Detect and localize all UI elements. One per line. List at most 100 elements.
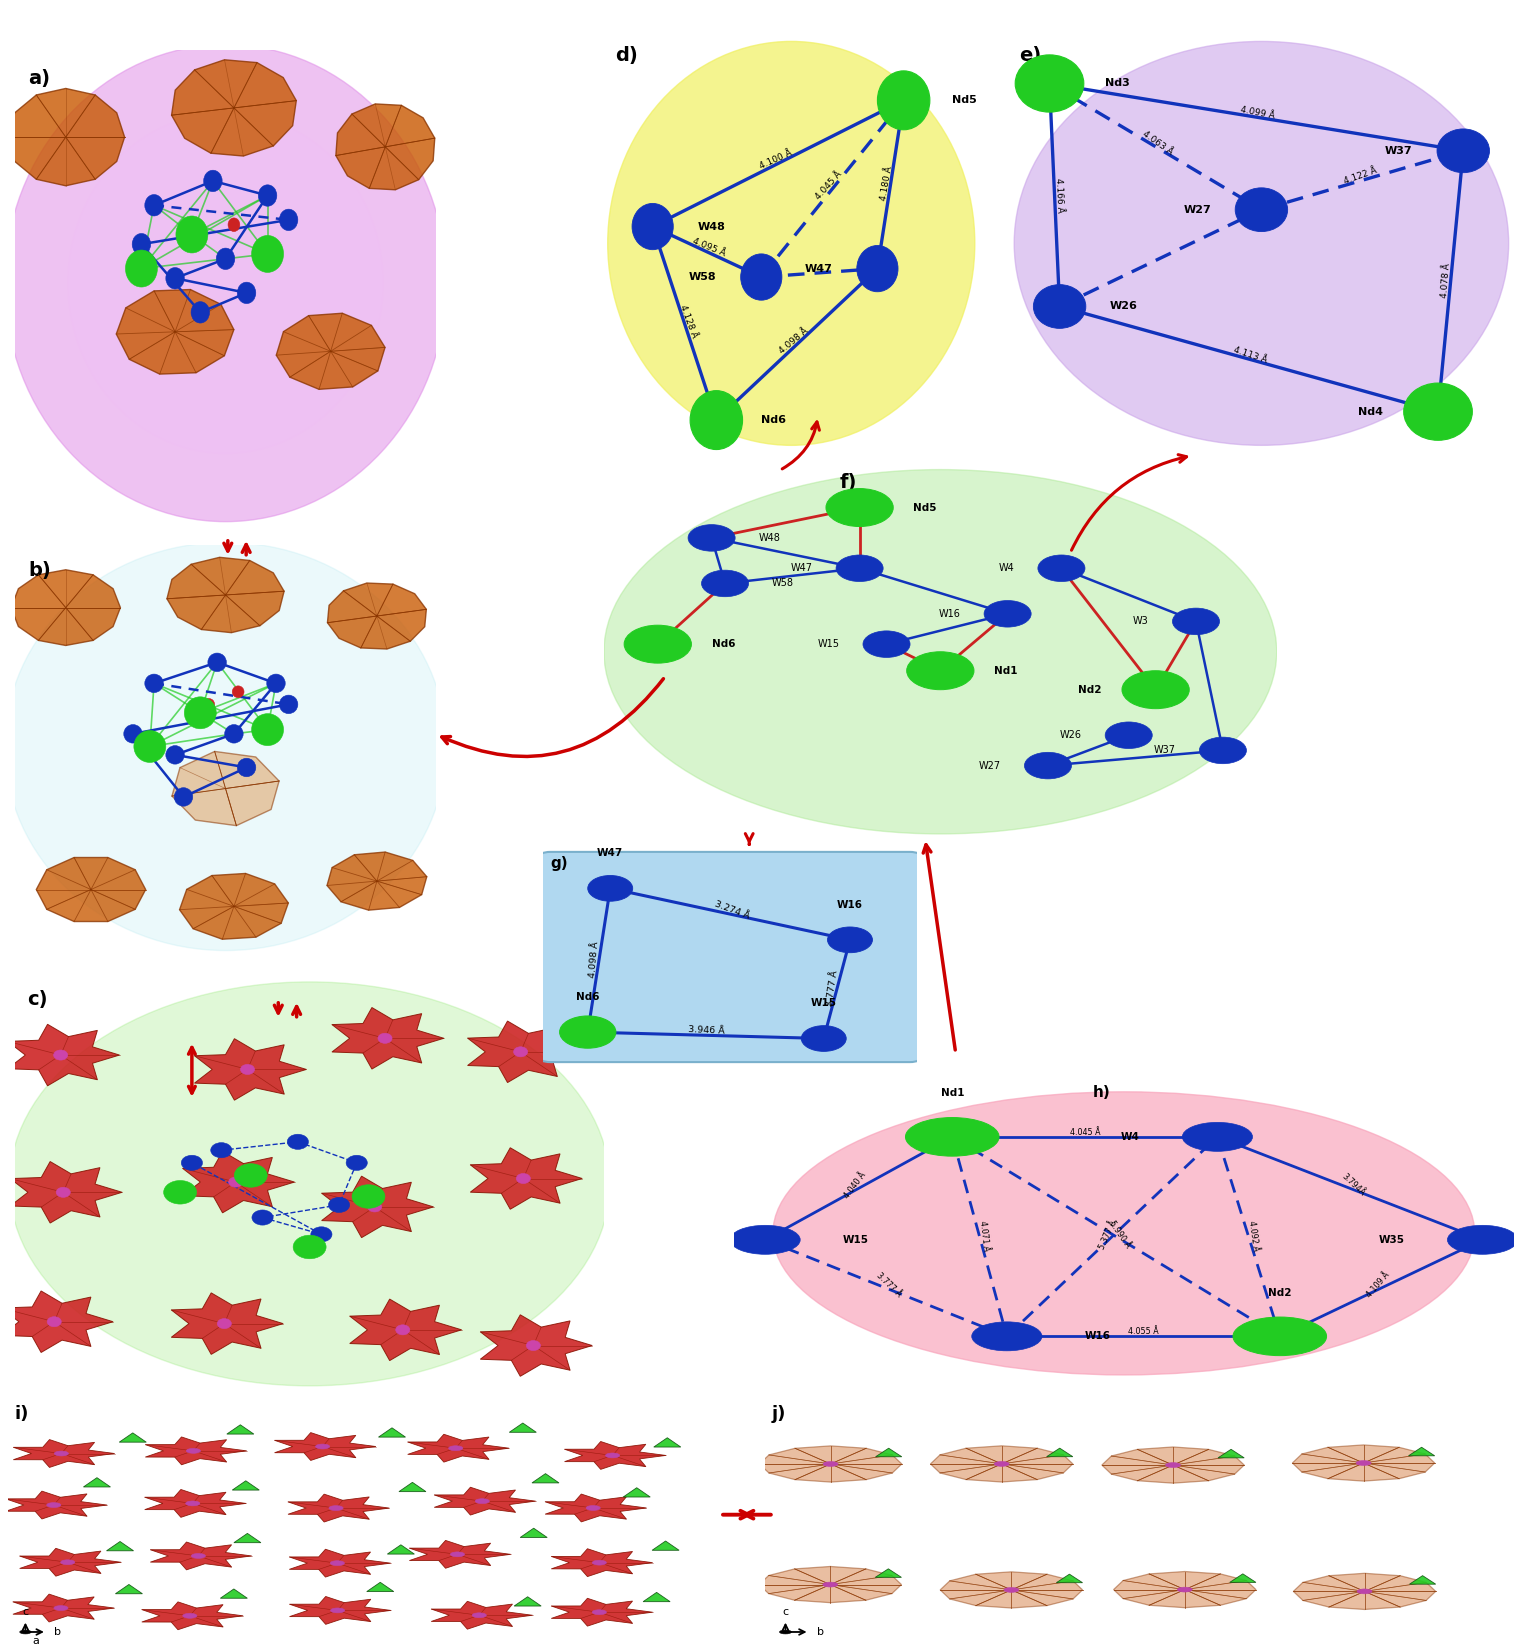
- Circle shape: [191, 302, 209, 323]
- Circle shape: [329, 1506, 342, 1510]
- Circle shape: [1024, 752, 1072, 779]
- Circle shape: [211, 1143, 232, 1158]
- Circle shape: [378, 1033, 391, 1043]
- Circle shape: [61, 1559, 75, 1564]
- Polygon shape: [321, 1176, 434, 1238]
- Text: Nd1: Nd1: [940, 1089, 963, 1099]
- Polygon shape: [226, 1426, 254, 1434]
- Circle shape: [176, 216, 208, 252]
- Circle shape: [729, 1226, 800, 1254]
- Polygon shape: [624, 1488, 650, 1497]
- Circle shape: [315, 1444, 330, 1449]
- Ellipse shape: [67, 112, 384, 454]
- FancyArrowPatch shape: [274, 1003, 283, 1013]
- Circle shape: [164, 1180, 197, 1204]
- Text: h): h): [1093, 1086, 1110, 1101]
- Circle shape: [688, 525, 735, 551]
- Polygon shape: [327, 851, 427, 911]
- Circle shape: [985, 601, 1031, 627]
- FancyArrowPatch shape: [924, 845, 956, 1049]
- Text: W15: W15: [842, 1234, 868, 1244]
- Polygon shape: [1294, 1574, 1436, 1609]
- Text: c: c: [783, 1607, 789, 1617]
- Text: b: b: [54, 1627, 61, 1637]
- Polygon shape: [514, 1597, 541, 1605]
- Polygon shape: [277, 314, 385, 389]
- Text: Nd5: Nd5: [953, 96, 977, 106]
- Polygon shape: [552, 1599, 653, 1627]
- Circle shape: [234, 1163, 268, 1188]
- Text: d): d): [615, 46, 638, 64]
- Circle shape: [605, 1454, 619, 1459]
- Circle shape: [187, 1449, 200, 1454]
- Circle shape: [586, 1505, 601, 1510]
- Polygon shape: [480, 1315, 592, 1376]
- Circle shape: [451, 1553, 465, 1558]
- Circle shape: [47, 1317, 61, 1327]
- Circle shape: [1199, 738, 1246, 764]
- Polygon shape: [20, 1548, 121, 1576]
- Polygon shape: [6, 89, 125, 186]
- Polygon shape: [546, 1493, 647, 1521]
- Ellipse shape: [5, 45, 446, 521]
- FancyArrowPatch shape: [442, 678, 664, 756]
- Polygon shape: [1113, 1571, 1255, 1607]
- Polygon shape: [145, 1437, 246, 1465]
- Circle shape: [131, 234, 151, 254]
- Polygon shape: [931, 1445, 1073, 1482]
- Polygon shape: [532, 1473, 560, 1483]
- Circle shape: [228, 218, 240, 231]
- Circle shape: [1358, 1589, 1372, 1594]
- Polygon shape: [1047, 1449, 1073, 1457]
- Circle shape: [145, 675, 164, 693]
- Circle shape: [740, 254, 781, 300]
- Circle shape: [801, 1026, 846, 1051]
- Circle shape: [229, 1176, 243, 1186]
- Polygon shape: [194, 1038, 306, 1101]
- Circle shape: [624, 625, 691, 663]
- Circle shape: [836, 554, 884, 581]
- Text: 4.122 Å: 4.122 Å: [1342, 167, 1379, 186]
- Circle shape: [216, 248, 235, 269]
- FancyArrowPatch shape: [1072, 455, 1187, 549]
- Text: W4: W4: [1121, 1132, 1139, 1142]
- Circle shape: [517, 1173, 531, 1183]
- FancyArrowPatch shape: [242, 544, 251, 554]
- Circle shape: [448, 1445, 463, 1450]
- Text: 4.045 Å: 4.045 Å: [1070, 1129, 1099, 1137]
- Text: b: b: [816, 1627, 824, 1637]
- Circle shape: [185, 696, 216, 729]
- Circle shape: [472, 1612, 486, 1617]
- Polygon shape: [289, 1597, 391, 1624]
- Text: Nd6: Nd6: [761, 416, 786, 426]
- Circle shape: [237, 759, 255, 777]
- Polygon shape: [14, 1439, 115, 1467]
- Polygon shape: [232, 1480, 260, 1490]
- Polygon shape: [145, 1490, 246, 1518]
- Circle shape: [396, 1325, 410, 1335]
- Polygon shape: [336, 104, 434, 190]
- Polygon shape: [410, 1541, 511, 1568]
- Text: Nd6: Nd6: [576, 992, 599, 1002]
- Circle shape: [856, 246, 898, 292]
- Circle shape: [1038, 554, 1086, 581]
- Polygon shape: [119, 1432, 147, 1442]
- Circle shape: [1105, 723, 1153, 749]
- Text: 3.274 Å: 3.274 Å: [713, 899, 751, 921]
- Polygon shape: [84, 1478, 110, 1487]
- Polygon shape: [275, 1432, 376, 1460]
- Polygon shape: [1229, 1574, 1255, 1582]
- Polygon shape: [1410, 1576, 1436, 1584]
- Text: 4.100 Å: 4.100 Å: [758, 148, 794, 170]
- Polygon shape: [8, 1025, 119, 1086]
- Polygon shape: [654, 1437, 680, 1447]
- Polygon shape: [171, 59, 297, 157]
- Circle shape: [203, 698, 214, 709]
- Polygon shape: [1408, 1447, 1434, 1455]
- Circle shape: [592, 1561, 607, 1566]
- Circle shape: [1005, 1587, 1018, 1592]
- Polygon shape: [1057, 1574, 1083, 1582]
- Text: 4.071 Å: 4.071 Å: [979, 1221, 991, 1252]
- Polygon shape: [37, 858, 145, 922]
- Circle shape: [476, 1498, 489, 1503]
